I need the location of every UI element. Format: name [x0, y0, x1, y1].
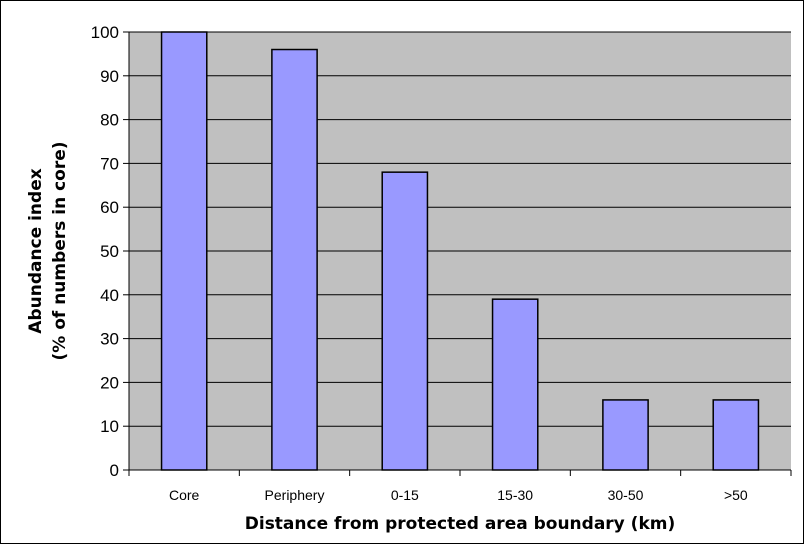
x-tick-label-3: 0-15: [391, 487, 419, 503]
y-tick-label-50: 50: [100, 242, 119, 261]
y-tick-label-40: 40: [100, 286, 119, 305]
x-tick-label-4: 15-30: [497, 487, 533, 503]
x-tick-label-2: Periphery: [265, 487, 325, 503]
x-tick-labels: Core Periphery 0-15 15-30 30-50 >50: [169, 487, 748, 503]
axes: [123, 31, 792, 476]
y-axis-title-line-2: (% of numbers in core): [50, 141, 70, 360]
bars: [160, 31, 760, 471]
y-axis-title-line-1: Abundance index: [26, 168, 46, 333]
x-tick-label-6: >50: [724, 487, 748, 503]
bar-1: [160, 31, 208, 471]
x-tick-label-1: Core: [169, 487, 200, 503]
bar-2: [271, 48, 318, 471]
y-tick-label-10: 10: [100, 417, 119, 436]
y-tick-label-90: 90: [100, 67, 119, 86]
gridlines: [129, 31, 791, 427]
x-axis-title: Distance from protected area boundary (k…: [245, 514, 676, 534]
y-tick-label-20: 20: [100, 373, 119, 392]
y-tick-labels: 0 10 20 30 40 50 60 70 80 90 100: [91, 23, 119, 480]
bar-6: [712, 399, 760, 471]
y-tick-label-60: 60: [100, 198, 119, 217]
bar-4: [491, 298, 539, 471]
y-tick-label-70: 70: [100, 154, 119, 173]
y-tick-label-0: 0: [110, 461, 119, 480]
y-tick-label-30: 30: [100, 330, 119, 349]
y-tick-label-100: 100: [91, 23, 119, 42]
x-tick-label-5: 30-50: [608, 487, 644, 503]
bar-3: [381, 171, 429, 471]
y-tick-label-80: 80: [100, 111, 119, 130]
bar-5: [602, 399, 649, 471]
